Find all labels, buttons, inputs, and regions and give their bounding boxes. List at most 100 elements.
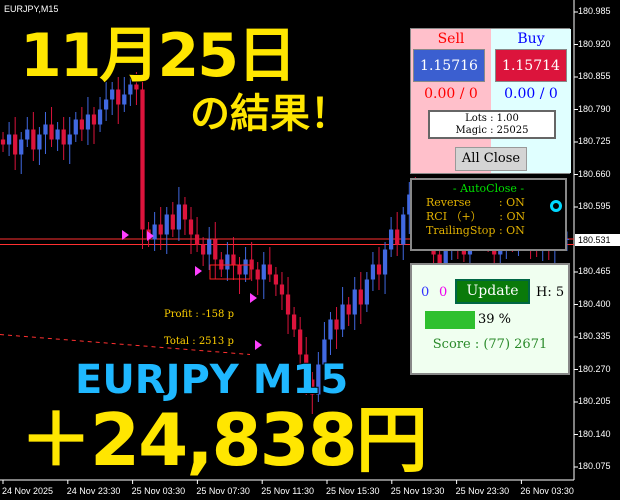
- candle-body: [79, 119, 84, 130]
- sell-button[interactable]: 1.15716: [413, 49, 485, 82]
- total-line: [0, 334, 251, 355]
- trade-arrow-icon: [250, 293, 257, 303]
- candle-body: [249, 259, 254, 270]
- time-tick: 24 Nov 2025: [2, 486, 54, 496]
- candle-body: [134, 84, 139, 90]
- candle-body: [37, 134, 42, 150]
- candle-body: [255, 269, 260, 280]
- candle-body: [140, 89, 145, 230]
- candle-body: [334, 319, 339, 330]
- autoclose-reverse: Reverse : ON: [426, 196, 525, 209]
- buy-pl: 0.00 / 0: [504, 86, 558, 102]
- candle-body: [213, 239, 218, 260]
- progress-label: 39 %: [478, 312, 512, 327]
- candle-body: [176, 204, 182, 230]
- candle-body: [49, 124, 54, 140]
- price-tick: 180.400: [578, 298, 611, 309]
- result-text: の結果！: [189, 91, 351, 137]
- candle-body: [322, 339, 327, 365]
- candle-body: [376, 264, 382, 275]
- lots-value: Lots : 1.00: [465, 113, 519, 124]
- price-tick: 180.205: [578, 396, 611, 406]
- candle-body: [328, 319, 333, 340]
- candle-body: [231, 254, 236, 265]
- lots-box: Lots : 1.00 Magic : 25025: [428, 110, 556, 139]
- update-button[interactable]: Update: [455, 279, 530, 304]
- price-tick: 180.465: [578, 266, 611, 276]
- candle-body: [110, 89, 115, 100]
- candle-body: [55, 129, 60, 140]
- candle-body: [225, 254, 230, 270]
- candle-body: [273, 274, 279, 285]
- price-tick: 180.595: [578, 201, 611, 211]
- candle-body: [207, 239, 212, 255]
- candle-body: [346, 304, 351, 315]
- sell-pl: 0.00 / 0: [424, 86, 478, 102]
- trade-arrow-icon: [147, 231, 154, 241]
- candle-body: [13, 134, 18, 155]
- candle-body: [285, 294, 291, 315]
- time-tick: 25 Nov 19:30: [390, 486, 445, 496]
- symbol-label: EURJPY,M15: [4, 4, 59, 14]
- date-title: 11月25日: [19, 21, 298, 91]
- price-tick: 180.725: [578, 136, 611, 146]
- price-tick: 180.790: [578, 103, 611, 114]
- autoclose-panel: - AutoClose - Reverse : ON RCI （+） : ON …: [410, 178, 567, 251]
- autoclose-title: - AutoClose -: [452, 182, 525, 195]
- candle-body: [237, 264, 242, 275]
- time-tick: 25 Nov 11:30: [261, 486, 315, 496]
- price-tick: 180.270: [578, 363, 611, 374]
- magic-value: Magic : 25025: [455, 125, 529, 136]
- trade-arrow-icon: [195, 266, 202, 276]
- candle-body: [188, 219, 194, 235]
- candle-body: [291, 314, 297, 330]
- candle-body: [85, 114, 91, 130]
- candle-body: [97, 109, 103, 125]
- candle-body: [25, 129, 30, 140]
- progress-bar: [425, 311, 475, 329]
- candle-body: [243, 259, 248, 275]
- trade-box: [209, 264, 251, 280]
- candle-body: [364, 279, 369, 305]
- autoclose-trailing: TrailingStop : ON: [426, 224, 525, 237]
- all-close-button[interactable]: All Close: [455, 147, 527, 171]
- profit-label: Profit : -158 p: [164, 309, 234, 320]
- candle-body: [370, 264, 376, 280]
- time-tick: 25 Nov 15:30: [326, 486, 380, 496]
- sell-header: Sell: [437, 31, 465, 47]
- candle-body: [6, 134, 12, 145]
- price-tick: 180.075: [578, 461, 611, 471]
- candle-body: [316, 364, 321, 395]
- score-text: Score : (77) 2671: [432, 337, 548, 352]
- candle-body: [128, 84, 133, 95]
- time-tick: 25 Nov 07:30: [196, 486, 250, 496]
- candle-body: [170, 214, 175, 230]
- buy-header: Buy: [517, 31, 545, 47]
- candle-body: [19, 139, 24, 155]
- buy-button[interactable]: 1.15714: [495, 49, 567, 82]
- candle-body: [116, 89, 121, 105]
- status-indicator-icon[interactable]: [550, 200, 562, 212]
- candle-body: [401, 214, 406, 245]
- time-tick: 26 Nov 03:30: [520, 486, 574, 496]
- candle-body: [164, 214, 169, 235]
- candle-body: [261, 264, 266, 280]
- candle-body: [31, 129, 36, 150]
- time-tick: 25 Nov 03:30: [131, 486, 186, 496]
- price-tick: 180.985: [578, 6, 611, 16]
- candle-body: [310, 379, 315, 395]
- candle-body: [43, 124, 48, 135]
- trade-panel: Sell Buy 1.15716 1.15714 0.00 / 0 0.00 /…: [410, 28, 571, 174]
- price-tick: 180.140: [578, 428, 611, 439]
- autoclose-rci: RCI （+） : ON: [426, 210, 526, 223]
- candle-body: [194, 234, 200, 245]
- total-label: Total : 2513 p: [164, 336, 234, 347]
- candle-body: [279, 284, 285, 295]
- price-tick: 180.855: [578, 71, 611, 81]
- candle-body: [298, 329, 303, 355]
- price-tick: 180.335: [578, 331, 611, 341]
- price-tick: 180.660: [578, 168, 611, 179]
- candle-body: [61, 129, 66, 145]
- time-tick: 24 Nov 23:30: [66, 486, 121, 496]
- current-price-label: 180.531: [575, 234, 620, 246]
